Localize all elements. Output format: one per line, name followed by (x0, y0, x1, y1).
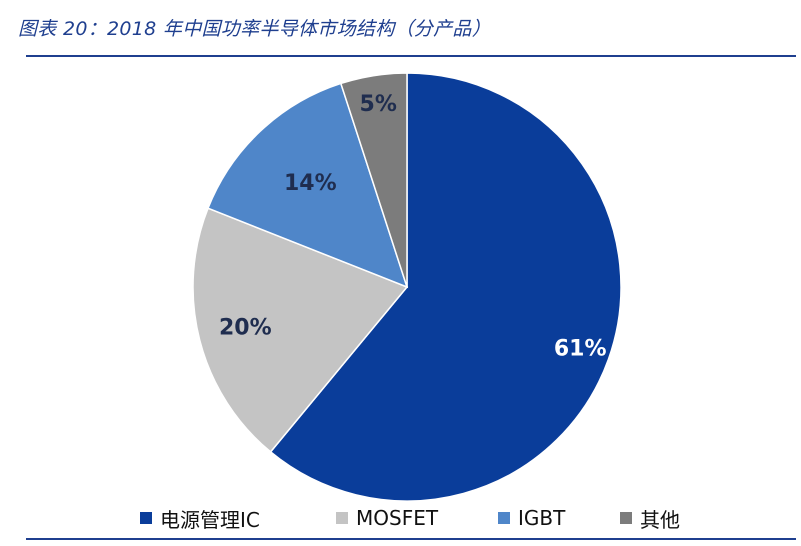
legend-item-igbt: IGBT (498, 504, 565, 532)
pie-slice-mosfet (192, 207, 409, 453)
legend-swatch-mosfet (336, 512, 348, 524)
legend-swatch-power-ic (140, 512, 152, 524)
legend-label-igbt: IGBT (518, 506, 566, 530)
pie-slice-other (339, 72, 408, 288)
bottom-divider (26, 538, 796, 540)
figure-title: 图表 20：2018 年中国功率半导体市场结构（分产品） (18, 18, 492, 40)
data-label-power-ic: 61% (554, 336, 607, 361)
legend-swatch-other (620, 512, 632, 524)
data-label-mosfet: 20% (219, 316, 272, 341)
legend-item-power-ic: 电源管理IC (140, 504, 260, 532)
top-divider (26, 55, 796, 57)
legend-swatch-igbt (498, 512, 510, 524)
data-label-other: 5% (360, 92, 397, 117)
legend-item-other: 其他 (620, 504, 680, 532)
legend-label-power-ic: 电源管理IC (160, 507, 260, 532)
legend-label-other: 其他 (640, 507, 680, 532)
legend-label-mosfet: MOSFET (356, 506, 439, 530)
legend-item-mosfet: MOSFET (336, 504, 438, 532)
data-label-igbt: 14% (284, 171, 337, 196)
chart-legend: 电源管理IC MOSFET IGBT 其他 (0, 504, 801, 532)
pie-slice-power-ic (269, 72, 622, 502)
